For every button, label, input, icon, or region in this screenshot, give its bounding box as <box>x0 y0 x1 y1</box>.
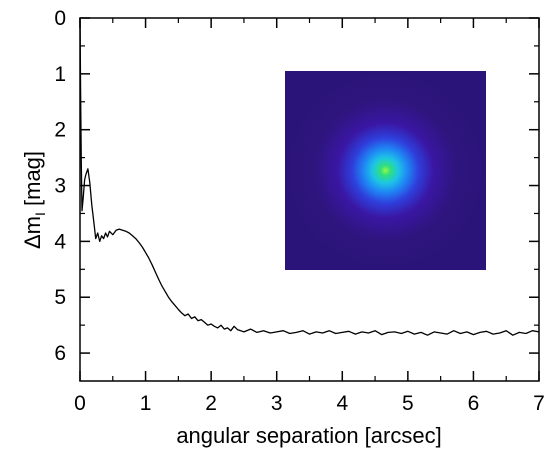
psf-inset-image <box>285 71 486 270</box>
x-tick-label: 1 <box>140 392 152 415</box>
y-tick-label: 6 <box>54 342 66 365</box>
x-axis-label: angular separation [arcsec] <box>176 423 441 448</box>
x-tick-label: 5 <box>402 392 414 415</box>
x-tick-label: 7 <box>533 392 545 415</box>
y-tick-label: 5 <box>54 286 66 309</box>
y-tick-label: 4 <box>54 230 66 253</box>
contrast-curve-line <box>79 17 540 336</box>
y-axis-label: ΔmI [mag] <box>20 151 48 249</box>
y-tick-label: 3 <box>54 175 66 198</box>
x-tick-label: 6 <box>468 392 480 415</box>
axis-ticks <box>79 17 540 381</box>
x-tick-label: 4 <box>336 392 348 415</box>
x-tick-label: 2 <box>205 392 217 415</box>
y-tick-label: 2 <box>54 119 66 142</box>
y-tick-label: 1 <box>54 63 66 86</box>
tick-labels: 0 1 2 3 4 5 6 7 0 1 2 3 4 5 6 <box>54 7 545 415</box>
y-tick-label: 0 <box>54 7 66 30</box>
x-tick-label: 0 <box>74 392 86 415</box>
x-tick-label: 3 <box>271 392 283 415</box>
